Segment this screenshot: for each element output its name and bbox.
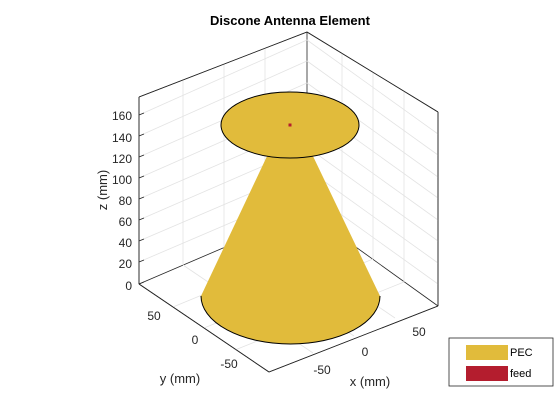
x-tick-label: 50 bbox=[412, 325, 426, 339]
grid-z40-right bbox=[306, 168, 439, 264]
y-axis-line bbox=[138, 283, 270, 373]
antenna-element bbox=[200, 91, 381, 345]
legend-swatch-feed bbox=[466, 366, 508, 381]
z-tick-label: 0 bbox=[125, 279, 132, 293]
z-tick-label: 100 bbox=[112, 173, 132, 187]
x-axis-label: x (mm) bbox=[350, 374, 390, 389]
y-tick-label: -50 bbox=[220, 357, 238, 371]
legend-swatch-pec bbox=[466, 345, 508, 360]
z-tick-60 bbox=[138, 217, 145, 221]
z-tick-label: 160 bbox=[112, 109, 132, 123]
z-tick-0 bbox=[138, 281, 145, 285]
z-tick-80 bbox=[138, 196, 145, 200]
y-tick-label: 0 bbox=[192, 333, 199, 347]
x-tick-label: -50 bbox=[313, 363, 331, 377]
grid-z160-left bbox=[138, 39, 308, 116]
z-axis-label: z (mm) bbox=[95, 170, 110, 210]
z-tick-label: 120 bbox=[112, 152, 132, 166]
z-tick-140 bbox=[138, 133, 145, 137]
z-tick-40 bbox=[138, 238, 145, 242]
z-tick-marks bbox=[138, 112, 145, 285]
y-tick-label: 50 bbox=[147, 309, 161, 323]
legend-label-pec: PEC bbox=[510, 347, 533, 359]
z-tick-20 bbox=[138, 259, 145, 263]
z-tick-100 bbox=[138, 175, 145, 179]
feed-point bbox=[288, 123, 292, 127]
x-axis-line bbox=[268, 305, 439, 373]
z-tick-label: 80 bbox=[119, 194, 133, 208]
top-edge-right bbox=[306, 31, 439, 113]
z-tick-label: 140 bbox=[112, 131, 132, 145]
x-tick-labels: -50 0 50 bbox=[313, 325, 426, 377]
y-axis-label: y (mm) bbox=[160, 371, 200, 386]
top-edge-left bbox=[138, 31, 308, 98]
z-tick-120 bbox=[138, 154, 145, 158]
legend: PEC feed bbox=[448, 337, 554, 387]
axes-box-front bbox=[138, 31, 439, 373]
cone-base-rim bbox=[200, 295, 381, 345]
grid-z160-right bbox=[306, 39, 439, 135]
z-tick-labels: 0 20 40 60 80 100 120 140 160 bbox=[112, 109, 132, 293]
plot-title: Discone Antenna Element bbox=[210, 13, 371, 28]
z-tick-label: 20 bbox=[119, 257, 133, 271]
z-tick-label: 60 bbox=[119, 215, 133, 229]
grid-z60-right bbox=[306, 146, 439, 242]
x-tick-label: 0 bbox=[362, 345, 369, 359]
grid-z140-left bbox=[138, 60, 308, 137]
y-tick-labels: 50 0 -50 bbox=[147, 309, 238, 371]
legend-label-feed: feed bbox=[510, 368, 531, 380]
z-tick-160 bbox=[138, 112, 145, 116]
cone-body bbox=[201, 152, 380, 344]
z-tick-label: 40 bbox=[119, 236, 133, 250]
grid-z140-right bbox=[306, 60, 439, 156]
